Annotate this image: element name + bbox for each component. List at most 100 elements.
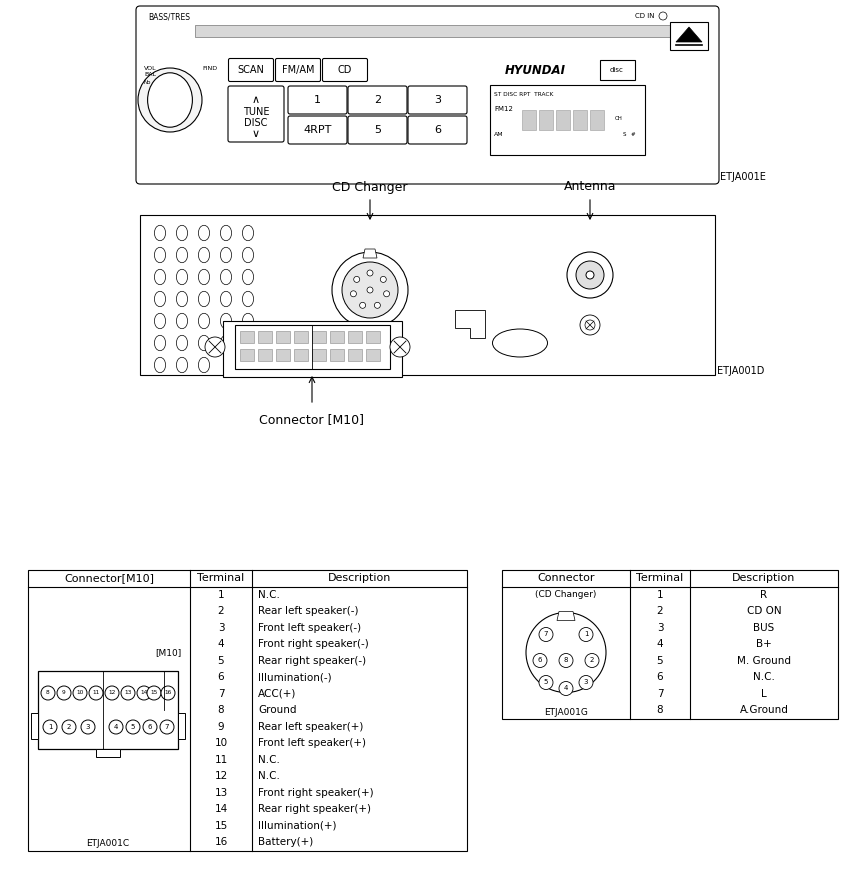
Bar bbox=[240, 349, 253, 361]
Ellipse shape bbox=[148, 73, 192, 127]
Text: Description: Description bbox=[328, 573, 391, 583]
Text: Connector: Connector bbox=[537, 573, 594, 583]
Circle shape bbox=[578, 627, 592, 641]
Circle shape bbox=[525, 612, 606, 692]
Ellipse shape bbox=[177, 247, 188, 263]
Circle shape bbox=[359, 303, 365, 309]
Ellipse shape bbox=[198, 225, 209, 241]
Text: 3: 3 bbox=[433, 95, 440, 105]
Ellipse shape bbox=[154, 291, 165, 307]
Ellipse shape bbox=[198, 247, 209, 263]
Bar bbox=[258, 349, 272, 361]
Text: 4: 4 bbox=[113, 724, 118, 730]
Text: Description: Description bbox=[732, 573, 795, 583]
Text: (CD Changer): (CD Changer) bbox=[535, 590, 596, 599]
Ellipse shape bbox=[492, 329, 547, 357]
Text: Rear right speaker(-): Rear right speaker(-) bbox=[258, 655, 366, 666]
Text: 6: 6 bbox=[148, 724, 152, 730]
Ellipse shape bbox=[220, 291, 231, 307]
Text: A.Ground: A.Ground bbox=[739, 706, 787, 715]
Text: Rear right speaker(+): Rear right speaker(+) bbox=[258, 804, 370, 814]
Polygon shape bbox=[676, 27, 701, 42]
Text: 4RPT: 4RPT bbox=[303, 125, 331, 135]
Circle shape bbox=[584, 320, 595, 330]
Text: FM12: FM12 bbox=[493, 106, 513, 112]
Text: disc: disc bbox=[609, 67, 624, 73]
Circle shape bbox=[121, 686, 135, 700]
FancyBboxPatch shape bbox=[228, 86, 284, 142]
Ellipse shape bbox=[198, 269, 209, 285]
Text: CD: CD bbox=[338, 65, 351, 75]
Circle shape bbox=[584, 654, 598, 668]
Ellipse shape bbox=[198, 291, 209, 307]
Text: 2: 2 bbox=[67, 724, 71, 730]
Ellipse shape bbox=[154, 313, 165, 329]
Ellipse shape bbox=[220, 247, 231, 263]
Circle shape bbox=[532, 654, 547, 668]
Text: Ground: Ground bbox=[258, 706, 296, 715]
FancyBboxPatch shape bbox=[287, 86, 346, 114]
Text: Connector [M10]: Connector [M10] bbox=[259, 414, 364, 427]
Text: 1: 1 bbox=[314, 95, 321, 105]
Text: 10: 10 bbox=[76, 691, 84, 696]
Bar bbox=[31, 713, 38, 739]
Polygon shape bbox=[363, 249, 376, 258]
Text: 1: 1 bbox=[583, 632, 588, 638]
Text: 14: 14 bbox=[214, 804, 228, 814]
Text: CD Changer: CD Changer bbox=[332, 181, 407, 193]
Ellipse shape bbox=[177, 291, 188, 307]
Ellipse shape bbox=[220, 225, 231, 241]
Bar bbox=[490, 85, 644, 155]
FancyBboxPatch shape bbox=[408, 116, 467, 144]
Text: N.C.: N.C. bbox=[258, 755, 280, 765]
Text: Front left speaker(-): Front left speaker(-) bbox=[258, 623, 361, 632]
Circle shape bbox=[142, 720, 157, 734]
FancyBboxPatch shape bbox=[276, 58, 320, 81]
Text: DISC: DISC bbox=[244, 118, 267, 128]
Circle shape bbox=[147, 686, 161, 700]
Bar bbox=[311, 331, 326, 343]
Ellipse shape bbox=[220, 335, 231, 351]
Bar bbox=[521, 110, 536, 130]
Circle shape bbox=[62, 720, 76, 734]
Circle shape bbox=[374, 303, 380, 309]
Bar bbox=[600, 60, 635, 80]
Text: Front left speaker(+): Front left speaker(+) bbox=[258, 738, 366, 748]
Text: Terminal: Terminal bbox=[197, 573, 244, 583]
Text: 7: 7 bbox=[165, 724, 169, 730]
Text: Rear left speaker(-): Rear left speaker(-) bbox=[258, 606, 358, 617]
Ellipse shape bbox=[220, 313, 231, 329]
Bar bbox=[276, 331, 290, 343]
Text: 15: 15 bbox=[150, 691, 158, 696]
Text: ETJA001G: ETJA001G bbox=[543, 708, 587, 717]
Text: BAL: BAL bbox=[144, 72, 156, 78]
Text: BUS: BUS bbox=[752, 623, 774, 632]
FancyBboxPatch shape bbox=[347, 86, 407, 114]
Text: 2: 2 bbox=[218, 606, 224, 617]
Text: 14: 14 bbox=[140, 691, 148, 696]
Text: Front right speaker(-): Front right speaker(-) bbox=[258, 639, 368, 649]
Bar bbox=[177, 713, 185, 739]
Text: TUNE: TUNE bbox=[242, 107, 269, 117]
Text: 4: 4 bbox=[218, 639, 224, 649]
Text: 5: 5 bbox=[543, 679, 548, 685]
Circle shape bbox=[578, 676, 592, 690]
Text: 11: 11 bbox=[214, 755, 228, 765]
Polygon shape bbox=[556, 611, 574, 621]
Text: ETJA001D: ETJA001D bbox=[717, 366, 763, 376]
Text: ACC(+): ACC(+) bbox=[258, 689, 296, 699]
Text: Battery(+): Battery(+) bbox=[258, 837, 313, 848]
FancyBboxPatch shape bbox=[322, 58, 367, 81]
Text: VOL: VOL bbox=[144, 65, 156, 71]
Circle shape bbox=[575, 261, 603, 289]
Bar bbox=[329, 331, 344, 343]
Bar bbox=[329, 349, 344, 361]
Text: 1: 1 bbox=[48, 724, 52, 730]
Circle shape bbox=[559, 682, 572, 696]
Bar bbox=[347, 349, 362, 361]
Text: 13: 13 bbox=[125, 691, 131, 696]
Text: 4: 4 bbox=[656, 639, 663, 649]
Bar bbox=[28, 570, 467, 850]
Text: N.C.: N.C. bbox=[258, 771, 280, 781]
Bar bbox=[235, 325, 390, 369]
